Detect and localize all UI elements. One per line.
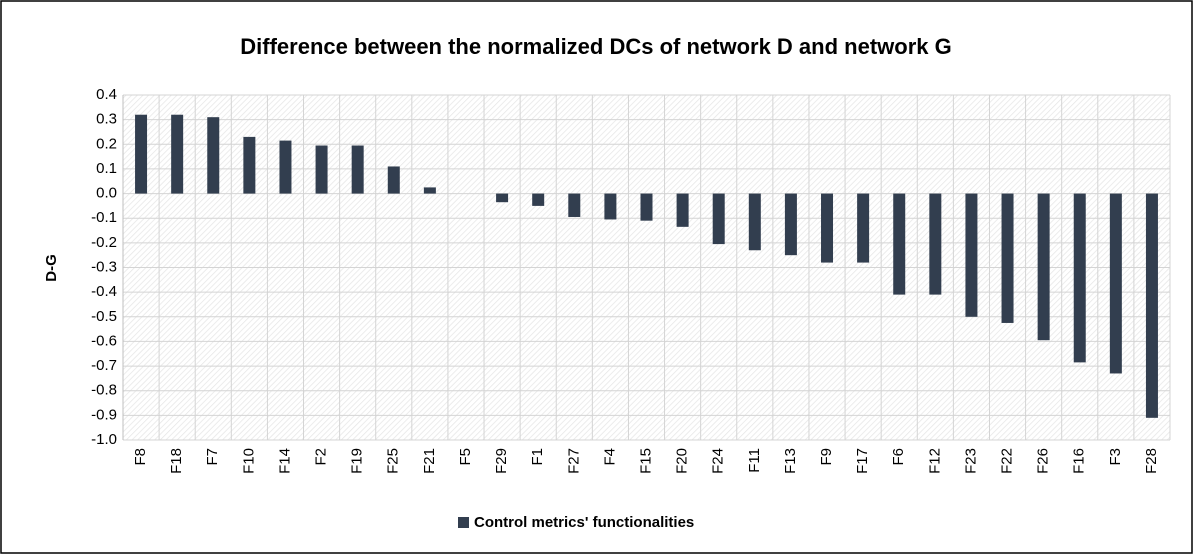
x-tick-label: F13 bbox=[782, 448, 799, 474]
y-tick-label: -1.0 bbox=[91, 431, 117, 448]
x-tick-label: F17 bbox=[854, 448, 871, 474]
x-tick-label: F4 bbox=[601, 448, 618, 466]
x-tick-label: F28 bbox=[1143, 448, 1160, 474]
x-tick-label: F7 bbox=[204, 448, 221, 466]
bar bbox=[965, 193, 978, 317]
bar bbox=[423, 187, 436, 194]
bar bbox=[1073, 193, 1086, 363]
y-tick-label: 0.3 bbox=[96, 111, 117, 128]
x-tick-label: F20 bbox=[674, 448, 691, 474]
legend-swatch bbox=[458, 517, 469, 528]
y-axis-label: D-G bbox=[43, 254, 60, 282]
x-tick-label: F27 bbox=[565, 448, 582, 474]
bar bbox=[1001, 193, 1014, 323]
x-tick-label: F8 bbox=[132, 448, 149, 466]
x-tick-label: F5 bbox=[457, 448, 474, 466]
bar bbox=[171, 114, 184, 194]
x-tick-label: F9 bbox=[818, 448, 835, 466]
bar bbox=[1145, 193, 1158, 418]
y-tick-label: -0.7 bbox=[91, 357, 117, 374]
bar bbox=[351, 145, 364, 194]
bar bbox=[604, 193, 617, 220]
bar bbox=[387, 166, 400, 194]
y-tick-label: -0.6 bbox=[91, 332, 117, 349]
y-tick-label: -0.4 bbox=[91, 283, 117, 300]
y-tick-label: 0.2 bbox=[96, 135, 117, 152]
bar bbox=[929, 193, 942, 295]
x-tick-label: F1 bbox=[529, 448, 546, 466]
x-tick-label: F29 bbox=[493, 448, 510, 474]
bar bbox=[207, 117, 220, 194]
bar bbox=[568, 193, 581, 217]
bar bbox=[532, 193, 545, 206]
x-tick-label: F3 bbox=[1107, 448, 1124, 466]
bar bbox=[893, 193, 906, 295]
x-tick-label: F15 bbox=[637, 448, 654, 474]
y-tick-label: 0.0 bbox=[96, 185, 117, 202]
x-tick-label: F11 bbox=[746, 448, 763, 473]
x-tick-label: F24 bbox=[710, 448, 727, 474]
x-tick-label: F14 bbox=[276, 448, 293, 474]
legend-label: Control metrics' functionalities bbox=[474, 514, 694, 531]
bar bbox=[243, 136, 256, 194]
y-tick-label: 0.1 bbox=[96, 160, 117, 177]
bar bbox=[315, 145, 328, 194]
x-tick-label: F2 bbox=[313, 448, 330, 466]
x-tick-label: F18 bbox=[168, 448, 185, 474]
x-tick-label: F23 bbox=[962, 448, 979, 474]
y-tick-label: -0.8 bbox=[91, 382, 117, 399]
y-tick-label: 0.4 bbox=[96, 86, 117, 103]
bar bbox=[784, 193, 797, 256]
x-tick-label: F12 bbox=[926, 448, 943, 474]
x-tick-label: F26 bbox=[1035, 448, 1052, 474]
y-tick-label: -0.5 bbox=[91, 308, 117, 325]
bar bbox=[748, 193, 761, 251]
bar bbox=[640, 193, 653, 221]
x-tick-label: F16 bbox=[1071, 448, 1088, 474]
y-tick-label: -0.3 bbox=[91, 258, 117, 275]
bar bbox=[135, 114, 148, 194]
bar bbox=[821, 193, 834, 263]
bar bbox=[712, 193, 725, 245]
x-tick-label: F21 bbox=[421, 448, 438, 474]
bar bbox=[1109, 193, 1122, 374]
bar bbox=[279, 140, 292, 194]
x-tick-label: F10 bbox=[240, 448, 257, 474]
y-tick-label: -0.9 bbox=[91, 406, 117, 423]
x-tick-label: F22 bbox=[999, 448, 1016, 474]
x-tick-label: F19 bbox=[349, 448, 366, 474]
x-tick-label: F25 bbox=[385, 448, 402, 474]
bar bbox=[496, 193, 509, 203]
y-tick-label: -0.2 bbox=[91, 234, 117, 251]
y-tick-label: -0.1 bbox=[91, 209, 117, 226]
x-tick-label: F6 bbox=[890, 448, 907, 466]
bar bbox=[676, 193, 689, 227]
chart-title: Difference between the normalized DCs of… bbox=[240, 34, 951, 59]
bar bbox=[1037, 193, 1050, 341]
bar bbox=[857, 193, 870, 263]
